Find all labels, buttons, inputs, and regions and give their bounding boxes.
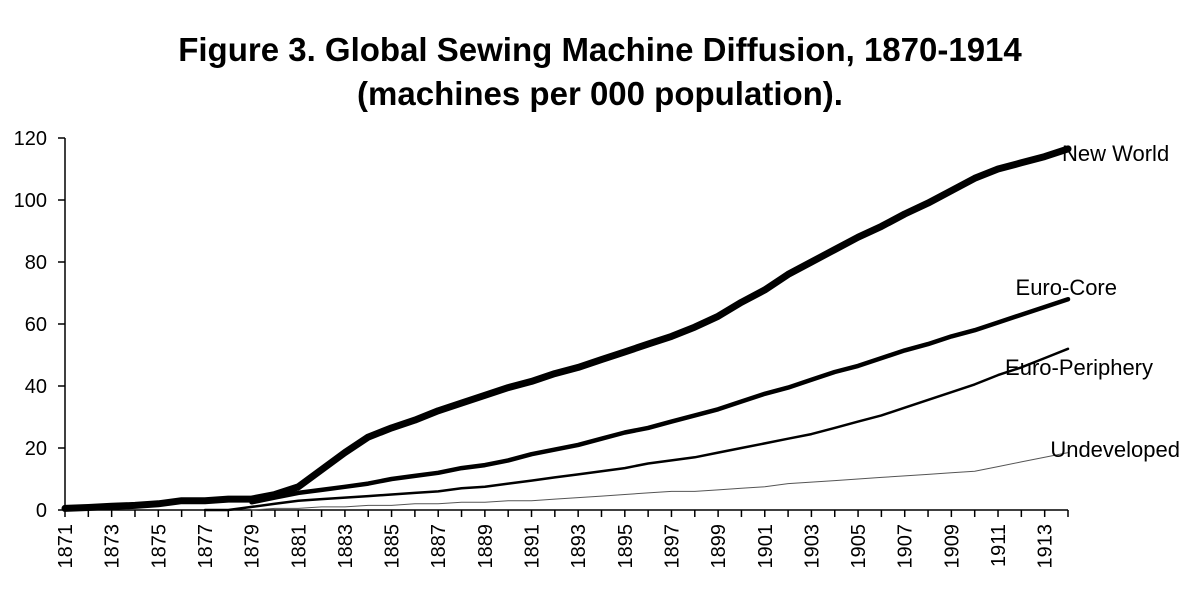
x-tick-label: 1875 <box>148 524 170 569</box>
series-line-undeveloped <box>251 452 1069 511</box>
y-tick-label: 80 <box>25 252 47 274</box>
axes: 0 20 40 60 80 100 120 1871 1873 1875 1877 1879 1881 1… <box>14 128 1069 569</box>
series-label-undeveloped: Undeveloped <box>1050 437 1180 462</box>
x-tick-label: 1879 <box>242 524 264 569</box>
x-tick-label: 1899 <box>708 524 730 569</box>
x-tick-label: 1877 <box>195 524 217 569</box>
x-tick-label: 1887 <box>428 524 450 569</box>
y-tick-label: 40 <box>25 376 47 398</box>
series-label-euro-periphery: Euro-Periphery <box>1005 355 1153 380</box>
x-tick-label: 1897 <box>661 524 683 569</box>
x-tick-label: 1889 <box>475 524 497 569</box>
x-tick-label: 1905 <box>848 524 870 569</box>
series-lines <box>61 145 1072 512</box>
y-tick-label: 100 <box>14 190 47 212</box>
series-label-new-world: New World <box>1062 141 1169 166</box>
x-tick-label: 1895 <box>615 524 637 569</box>
series-line-new-world <box>61 145 1072 512</box>
x-tick-label: 1913 <box>1035 524 1057 569</box>
chart-title-block: Figure 3. Global Sewing Machine Diffusio… <box>0 28 1200 116</box>
y-tick-label: 120 <box>14 128 47 150</box>
series-line-euro-core <box>249 296 1071 505</box>
x-tick-label: 1871 <box>55 524 77 569</box>
x-tick-label: 1883 <box>335 524 357 569</box>
x-tick-label: 1881 <box>288 524 310 569</box>
x-tick-label: 1873 <box>102 524 124 569</box>
x-tick-label: 1893 <box>568 524 590 569</box>
y-tick-label: 0 <box>36 500 47 522</box>
x-tick-label: 1907 <box>895 524 917 569</box>
series-labels: New World Euro-Core Euro-Periphery Undevelo… <box>1005 141 1180 462</box>
y-tick-label: 60 <box>25 314 47 336</box>
x-tick-label: 1891 <box>522 524 544 569</box>
x-tick-label: 1903 <box>801 524 823 569</box>
x-tick-label: 1911 <box>988 524 1010 567</box>
y-tick-label: 20 <box>25 438 47 460</box>
series-label-euro-core: Euro-Core <box>1016 275 1117 300</box>
x-tick-label: 1885 <box>382 524 404 569</box>
x-tick-label: 1909 <box>941 524 963 569</box>
chart-title: Figure 3. Global Sewing Machine Diffusio… <box>178 31 1022 68</box>
series-line-euro-periphery <box>203 347 1070 512</box>
x-tick-label: 1901 <box>755 524 777 569</box>
chart-subtitle: (machines per 000 population). <box>357 75 843 112</box>
